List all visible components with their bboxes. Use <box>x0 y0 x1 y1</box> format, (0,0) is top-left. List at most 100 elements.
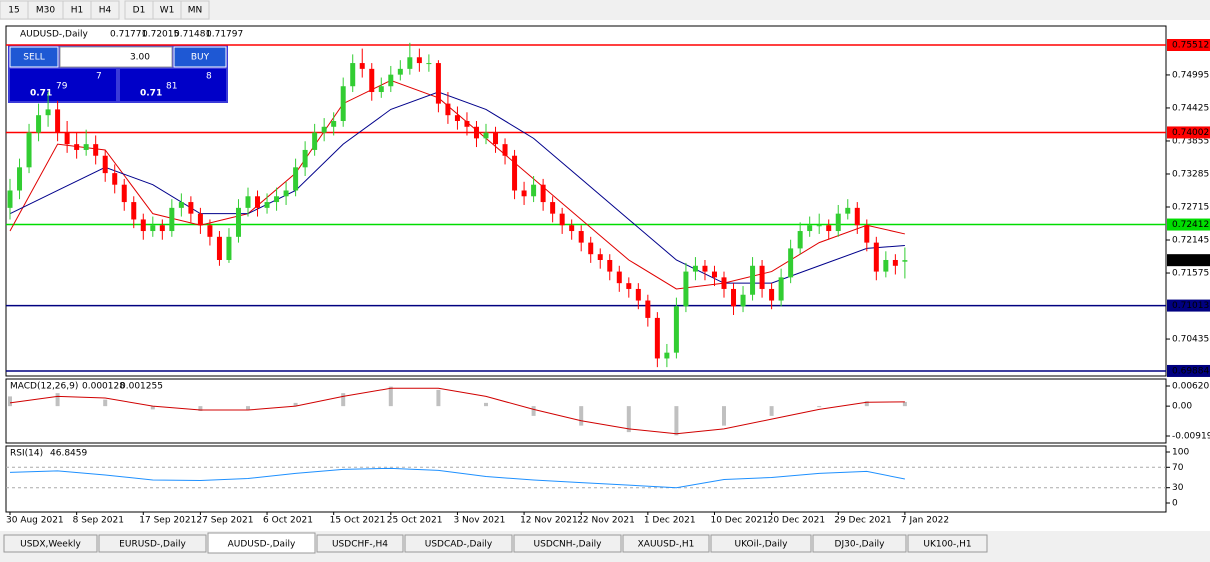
timeframe-button[interactable] <box>180 0 210 20</box>
candle-body <box>683 271 689 307</box>
macd-bar <box>436 389 441 407</box>
candle-body <box>112 173 118 185</box>
buy-label: BUY <box>191 53 210 63</box>
tab[interactable] <box>3 534 98 553</box>
tab[interactable] <box>812 534 907 553</box>
candle-body <box>835 213 841 232</box>
candle-body <box>407 57 413 69</box>
candle-body <box>83 144 89 150</box>
candle-body <box>711 271 717 278</box>
level-label-bg <box>1167 364 1210 377</box>
y-tick-label: 0.73285 <box>1172 169 1209 179</box>
tab-label: AUDUSD-,Daily <box>228 540 296 550</box>
rsi-panel <box>5 445 1167 513</box>
tab[interactable] <box>404 534 513 553</box>
tab[interactable] <box>622 534 710 553</box>
sell-button[interactable] <box>9 46 59 68</box>
lots-input[interactable] <box>59 46 173 68</box>
candle-body <box>283 190 289 197</box>
current-price: 0.71797 <box>1172 256 1209 266</box>
candle-body <box>845 207 851 214</box>
trade-panel: SELL 3.00 BUY 0.71 79 7 0.71 81 8 <box>8 45 228 103</box>
macd-bar <box>150 406 155 410</box>
candle-body <box>321 126 327 133</box>
tab-label: USDCAD-,Daily <box>425 540 493 550</box>
candle-body <box>188 202 194 214</box>
tab-label: USDCHF-,H4 <box>332 540 388 550</box>
candle-body <box>45 109 51 116</box>
candle-body <box>255 196 261 208</box>
tab-label: XAUUSD-,H1 <box>638 540 695 550</box>
candle-body <box>74 144 80 150</box>
macd-bar <box>293 402 298 407</box>
level-label: 0.72412 <box>1172 220 1209 230</box>
macd-bar <box>769 406 774 416</box>
macd-bar <box>626 406 631 433</box>
macd-bar <box>341 393 346 407</box>
candle-body <box>331 120 337 127</box>
y-tick-label: 0.006201 <box>1172 382 1210 392</box>
lots: 3.00 <box>130 53 150 63</box>
tab[interactable] <box>907 534 988 553</box>
candle-body <box>312 132 318 150</box>
macd-bar <box>579 406 584 426</box>
y-tick-label: 0.72145 <box>1172 236 1209 246</box>
candle-body <box>26 132 32 168</box>
buy-price <box>120 69 226 101</box>
buy-button[interactable] <box>173 46 227 68</box>
level-label: 0.69884 <box>1172 366 1209 376</box>
candle-body <box>169 207 175 232</box>
tab-label: EURUSD-,Daily <box>119 540 186 550</box>
x-tick-label: 3 Nov 2021 <box>453 516 505 526</box>
tab[interactable] <box>98 534 207 553</box>
candle-body <box>664 352 670 359</box>
timeframe-label: 15 <box>8 6 19 16</box>
tab[interactable] <box>710 534 812 553</box>
candle-body <box>36 115 42 133</box>
rsi-title: RSI(14) <box>10 449 43 459</box>
y-tick-label: 30 <box>1172 483 1184 493</box>
macd-bar <box>8 396 12 407</box>
candle-body <box>816 225 822 227</box>
timeframe-label: H1 <box>71 6 84 16</box>
candle-body <box>731 288 737 307</box>
macd-bar <box>388 386 393 407</box>
x-tick-label: 6 Oct 2021 <box>263 516 313 526</box>
candle-body <box>502 144 508 156</box>
macd-bar <box>722 406 726 426</box>
candle-body <box>426 63 432 65</box>
tab[interactable] <box>316 534 404 553</box>
rsi-value: 46.8459 <box>50 449 87 459</box>
macd-bar <box>198 406 203 412</box>
macd-value: 0.001255 <box>120 382 163 392</box>
tab[interactable] <box>207 532 316 554</box>
candle-body <box>150 225 156 232</box>
level-label: 0.75512 <box>1172 40 1209 50</box>
current-price-bg <box>1167 254 1210 267</box>
candle-body <box>826 225 832 232</box>
candle-body <box>559 213 565 226</box>
tab[interactable] <box>513 534 622 553</box>
candle-body <box>197 213 203 226</box>
timeframe-label: D1 <box>133 6 146 16</box>
x-tick-label: 25 Oct 2021 <box>387 516 443 526</box>
timeframe-button[interactable] <box>90 0 120 20</box>
price-pip: 8 <box>206 72 212 82</box>
candle-body <box>635 288 641 301</box>
candle-body <box>435 63 441 104</box>
tab-label: DJ30-,Daily <box>835 540 886 550</box>
y-tick-label: 100 <box>1172 448 1189 458</box>
candle-body <box>854 207 860 226</box>
candle-body <box>340 86 346 121</box>
candle-body <box>216 236 222 260</box>
candle-body <box>588 242 594 255</box>
macd-value: 0.000128 <box>82 382 125 392</box>
y-tick-label: 0.74995 <box>1172 70 1209 80</box>
x-tick-label: 10 Dec 2021 <box>710 516 768 526</box>
macd-signal <box>9 387 905 435</box>
y-tick-label: 70 <box>1172 463 1184 473</box>
candle-body <box>159 225 165 232</box>
candle-body <box>673 306 679 353</box>
x-tick-label: 17 Sep 2021 <box>139 516 196 526</box>
candle-body <box>483 132 489 139</box>
